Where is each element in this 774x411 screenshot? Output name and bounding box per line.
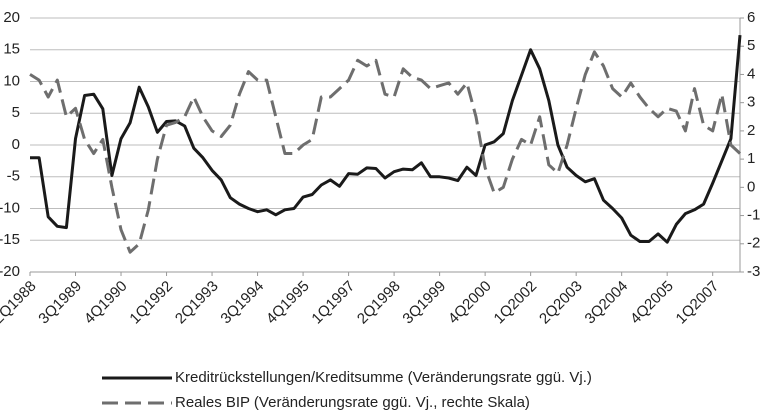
x-tick-label: 1Q1992 [126, 278, 176, 328]
y-tick-label: -10 [0, 199, 20, 216]
x-tick-label: 1Q1997 [308, 278, 358, 328]
series-line [29, 50, 742, 254]
y-tick-label: -15 [0, 231, 20, 248]
x-tick-label: 1Q2002 [491, 278, 541, 328]
y2-tick-label: 3 [747, 94, 755, 111]
y-tick-label: 5 [12, 104, 20, 121]
legend-label: Kreditrückstellungen/Kreditsumme (Veränd… [175, 369, 592, 386]
x-tick-label: 4Q2000 [445, 278, 495, 328]
y2-tick-label: 1 [747, 150, 755, 167]
x-tick-label: 4Q1990 [81, 278, 131, 328]
x-tick-label: 1Q2007 [673, 278, 723, 328]
y-tick-label: -20 [0, 263, 20, 280]
x-tick-label: 2Q1993 [172, 278, 222, 328]
y2-tick-label: -2 [747, 235, 760, 252]
legend-label: Reales BIP (Veränderungsrate ggü. Vj., r… [175, 394, 530, 411]
x-tick-label: 3Q1999 [399, 278, 449, 328]
x-tick-label: 3Q1989 [35, 278, 85, 328]
series-line [30, 34, 742, 244]
y-tick-label: 15 [3, 41, 20, 58]
y2-tick-label: 4 [747, 65, 755, 82]
y2-tick-label: 6 [747, 9, 755, 26]
x-tick-label: 4Q1995 [263, 278, 313, 328]
y-tick-label: 10 [3, 72, 20, 89]
x-tick-label: 2Q2003 [536, 278, 586, 328]
y-tick-label: -5 [7, 168, 20, 185]
y2-tick-label: 2 [747, 122, 755, 139]
x-tick-label: 2Q1998 [354, 278, 404, 328]
x-tick-label: 2Q1988 [0, 278, 40, 328]
y-tick-label: 20 [3, 9, 20, 26]
y2-tick-label: -1 [747, 207, 760, 224]
x-tick-label: 4Q2005 [627, 278, 677, 328]
x-tick-label: 3Q1994 [217, 278, 267, 328]
x-tick-label: 3Q2004 [582, 278, 632, 328]
y-tick-label: 0 [12, 136, 20, 153]
y2-tick-label: 5 [747, 37, 755, 54]
y2-tick-label: -3 [747, 263, 760, 280]
y2-tick-label: 0 [747, 178, 755, 195]
